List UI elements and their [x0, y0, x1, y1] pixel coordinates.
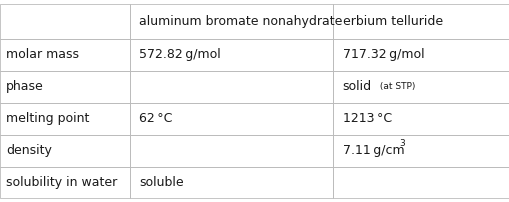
Bar [130, 166, 333, 198]
Bar [333, 39, 509, 71]
Bar [130, 39, 333, 71]
Bar [130, 135, 333, 166]
Bar [333, 135, 509, 166]
Text: solubility in water: solubility in water [6, 176, 118, 189]
Text: solid: solid [343, 80, 372, 93]
Bar [333, 166, 509, 198]
Text: (at STP): (at STP) [377, 82, 415, 91]
Bar [130, 3, 333, 39]
Bar [0, 103, 130, 135]
Text: 3: 3 [400, 139, 405, 148]
Bar [0, 39, 130, 71]
Bar [333, 3, 509, 39]
Bar [333, 71, 509, 103]
Text: molar mass: molar mass [6, 48, 79, 61]
Bar [130, 103, 333, 135]
Text: soluble: soluble [139, 176, 184, 189]
Text: 7.11 g/cm: 7.11 g/cm [343, 144, 404, 157]
Text: 62 °C: 62 °C [139, 112, 173, 125]
Bar [0, 71, 130, 103]
Bar [0, 166, 130, 198]
Bar [130, 71, 333, 103]
Text: 717.32 g/mol: 717.32 g/mol [343, 48, 424, 61]
Text: aluminum bromate nonahydrate: aluminum bromate nonahydrate [139, 15, 343, 28]
Text: phase: phase [6, 80, 44, 93]
Bar [0, 3, 130, 39]
Text: 572.82 g/mol: 572.82 g/mol [139, 48, 221, 61]
Bar [0, 135, 130, 166]
Text: 1213 °C: 1213 °C [343, 112, 392, 125]
Text: melting point: melting point [6, 112, 90, 125]
Text: density: density [6, 144, 52, 157]
Bar [333, 103, 509, 135]
Text: erbium telluride: erbium telluride [343, 15, 443, 28]
